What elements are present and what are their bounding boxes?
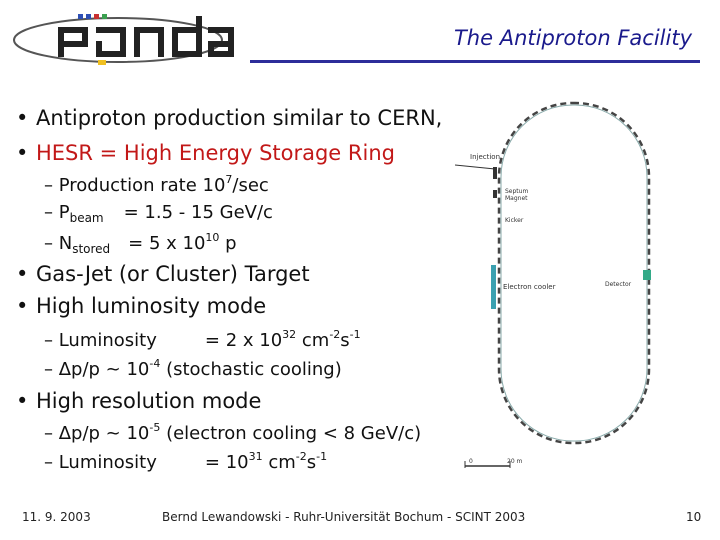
label-kicker: Kicker — [505, 217, 524, 224]
sub-luminosity-high: – Luminosity = 2 x 1032 cm-2s-1 — [44, 328, 361, 351]
panda-logo: panda — [8, 10, 238, 66]
page-number: 10 — [686, 510, 702, 524]
sub-luminosity-res: – Luminosity = 1031 cm-2s-1 — [44, 450, 328, 473]
hesr-ring-diagram: Injection Septum Magnet Kicker Electron … — [454, 95, 655, 475]
bullet-gas-jet: • Gas-Jet (or Cluster) Target — [16, 262, 310, 286]
sub-p-beam: – Pbeam = 1.5 - 15 GeV/c — [44, 202, 273, 225]
sub-n-stored: – Nstored = 5 x 1010 p — [44, 231, 237, 256]
electron-cooler-shape — [491, 265, 496, 309]
bullet-hesr: • HESR = High Energy Storage Ring — [16, 141, 395, 165]
label-electron-cooler: Electron cooler — [503, 283, 556, 291]
bullet-high-resolution: • High resolution mode — [16, 389, 262, 413]
sub-production-rate: – Production rate 107/sec — [44, 173, 269, 196]
slide-title: The Antiproton Facility — [453, 26, 692, 50]
sub-dp-stochastic: – Δp/p ~ 10-4 (stochastic cooling) — [44, 357, 342, 380]
label-scale-0: 0 — [469, 458, 473, 465]
label-septum-magnet: Septum Magnet — [505, 188, 529, 202]
bullet-antiproton-production: • Antiproton production similar to CERN, — [16, 106, 443, 130]
footer-author: Bernd Lewandowski - Ruhr-Universität Boc… — [162, 510, 526, 524]
footer-date: 11. 9. 2003 — [22, 510, 91, 524]
label-injection: Injection — [470, 153, 501, 161]
sub-dp-electron: – Δp/p ~ 10-5 (electron cooling < 8 GeV/… — [44, 421, 422, 444]
title-rule — [250, 60, 700, 63]
label-detector: Detector — [605, 281, 632, 288]
bullet-high-luminosity: • High luminosity mode — [16, 294, 267, 318]
label-scale-20m: 20 m — [507, 458, 523, 465]
